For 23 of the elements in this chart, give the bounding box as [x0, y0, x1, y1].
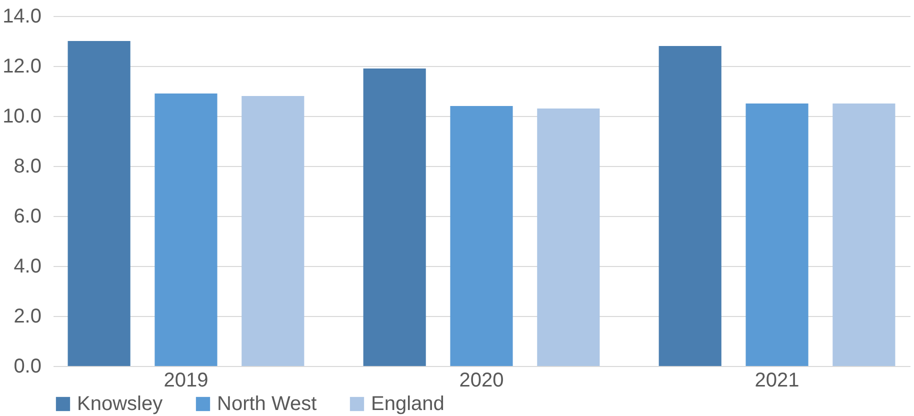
x-tick-label: 2020: [459, 370, 504, 392]
y-tick-label: 2.0: [14, 306, 42, 328]
y-tick-label: 8.0: [14, 156, 42, 178]
y-tick-label: 6.0: [14, 206, 42, 228]
x-tick-label: 2021: [754, 370, 800, 392]
bar: [68, 41, 130, 366]
legend-label: North West: [217, 393, 318, 415]
y-tick-label: 4.0: [14, 256, 42, 278]
bar: [658, 46, 722, 366]
y-tick-label: 0.0: [14, 356, 42, 378]
bar: [537, 108, 600, 366]
bar: [450, 106, 513, 366]
legend-label: Knowsley: [77, 393, 163, 415]
bar: [154, 94, 218, 366]
y-tick-label: 14.0: [2, 6, 42, 28]
bar: [832, 104, 896, 366]
bar: [242, 96, 304, 366]
x-tick-label: 2019: [164, 370, 208, 392]
y-tick-label: 12.0: [2, 56, 42, 78]
legend-label: England: [371, 393, 444, 415]
y-tick-label: 10.0: [2, 106, 42, 128]
bar: [746, 104, 808, 366]
bar: [363, 68, 426, 366]
